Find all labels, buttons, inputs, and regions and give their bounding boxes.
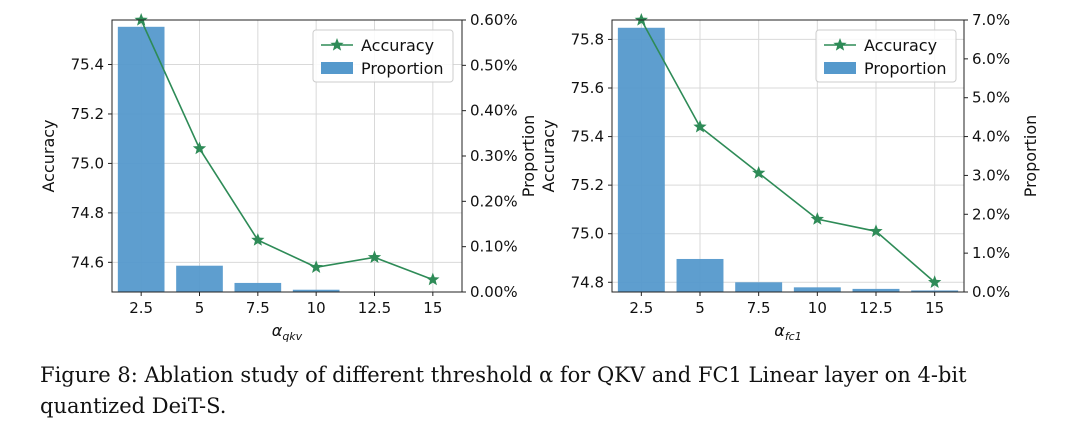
y-right-tick-label: 4.0%	[972, 128, 1010, 146]
y-left-tick-label: 74.6	[71, 253, 104, 271]
legend-proportion-label: Proportion	[361, 59, 444, 78]
y-right-tick-label: 0.30%	[470, 147, 518, 165]
line-accuracy	[640, 19, 936, 283]
y-left-tick-label: 74.8	[571, 273, 604, 291]
bar-proportion	[176, 265, 223, 292]
y-right-tick-label: 3.0%	[972, 166, 1010, 184]
x-tick-label: 5	[695, 299, 705, 317]
y-left-axis-label: Accuracy	[539, 119, 558, 192]
point-accuracy	[752, 166, 766, 179]
x-tick-label: 15	[423, 299, 442, 317]
y-left-axis-label: Accuracy	[39, 119, 58, 192]
x-tick-label: 2.5	[629, 299, 653, 317]
point-accuracy	[426, 272, 440, 286]
y-left-tick-label: 75.2	[571, 176, 604, 194]
legend-accuracy-marker	[833, 38, 847, 51]
chart-fc1: 2.5 5 7.5 10 12.5 15 74.8 75.0 75.2 75.4 75.6 75.8 0…	[539, 11, 1040, 343]
legend-proportion-swatch	[824, 62, 856, 74]
y-right-axis-label: Proportion	[519, 115, 538, 198]
x-tick-label: 12.5	[358, 299, 391, 317]
y-left-tick-label: 75.4	[571, 128, 604, 146]
y-left-tick-label: 75.8	[571, 30, 604, 48]
x-tick-label: 12.5	[859, 299, 892, 317]
point-accuracy	[309, 260, 323, 273]
legend-accuracy-label: Accuracy	[864, 36, 937, 55]
y-left-tick-label: 75.0	[71, 154, 104, 172]
legend-proportion-swatch	[321, 62, 353, 74]
bar-proportion	[676, 258, 724, 292]
x-tick-label: 10	[307, 299, 326, 317]
figure-caption: Figure 8: Ablation study of different th…	[40, 363, 967, 418]
y-left-tick-label: 75.6	[571, 79, 604, 97]
x-tick-label: 10	[808, 299, 827, 317]
x-tick-label: 2.5	[129, 299, 153, 317]
x-axis-label: αqkv	[272, 321, 303, 343]
bar-proportion	[234, 282, 282, 292]
legend-accuracy-label: Accuracy	[361, 36, 434, 55]
y-right-tick-label: 6.0%	[972, 50, 1010, 68]
x-axis-label: αfc1	[774, 321, 801, 343]
y-right-tick-label: 0.40%	[470, 102, 518, 120]
plot-frame	[611, 19, 965, 293]
x-tick-label: 7.5	[246, 299, 270, 317]
point-accuracy	[693, 119, 707, 133]
x-tick-label: 15	[925, 299, 944, 317]
x-tick-label: 7.5	[747, 299, 771, 317]
line-accuracy	[140, 19, 434, 281]
y-right-tick-label: 0.50%	[470, 56, 518, 74]
y-left-tick-label: 75.4	[71, 56, 104, 74]
y-left-tick-label: 74.8	[71, 204, 104, 222]
bar-proportion	[911, 290, 959, 292]
point-accuracy	[869, 224, 883, 237]
y-right-tick-label: 0.00%	[470, 283, 518, 301]
chart-qkv: 2.5 5 7.5 10 12.5 15 74.6 74.8 75.0 75.2 75.4 0.00%…	[39, 11, 538, 343]
point-accuracy	[928, 275, 942, 288]
y-right-tick-label: 0.60%	[470, 11, 518, 29]
y-left-tick-label: 75.0	[571, 225, 604, 243]
point-accuracy	[134, 13, 148, 26]
point-accuracy	[192, 141, 207, 155]
x-tick-label: 5	[195, 299, 205, 317]
point-accuracy	[367, 250, 382, 264]
point-accuracy	[251, 233, 265, 246]
y-right-axis-label: Proportion	[1021, 115, 1040, 198]
y-right-tick-label: 2.0%	[972, 205, 1010, 223]
point-accuracy	[810, 212, 824, 225]
figure: 2.5 5 7.5 10 12.5 15 74.6 74.8 75.0 75.2 75.4 0.00%…	[39, 11, 1040, 343]
y-right-tick-label: 0.0%	[972, 283, 1010, 301]
y-left-tick-label: 75.2	[71, 105, 104, 123]
y-right-tick-label: 1.0%	[972, 244, 1010, 262]
point-accuracy	[634, 13, 648, 26]
legend-accuracy-marker	[330, 38, 344, 51]
bar-proportion	[617, 27, 665, 293]
bar-proportion	[852, 288, 900, 292]
y-right-tick-label: 0.10%	[470, 238, 518, 256]
y-right-tick-label: 5.0%	[972, 89, 1010, 107]
bar-proportion	[117, 26, 165, 293]
legend-proportion-label: Proportion	[864, 59, 947, 78]
y-right-tick-label: 7.0%	[972, 11, 1010, 29]
y-right-tick-label: 0.20%	[470, 192, 518, 210]
bar-proportion	[793, 287, 841, 292]
bar-proportion	[735, 282, 783, 292]
bar-proportion	[292, 289, 340, 292]
